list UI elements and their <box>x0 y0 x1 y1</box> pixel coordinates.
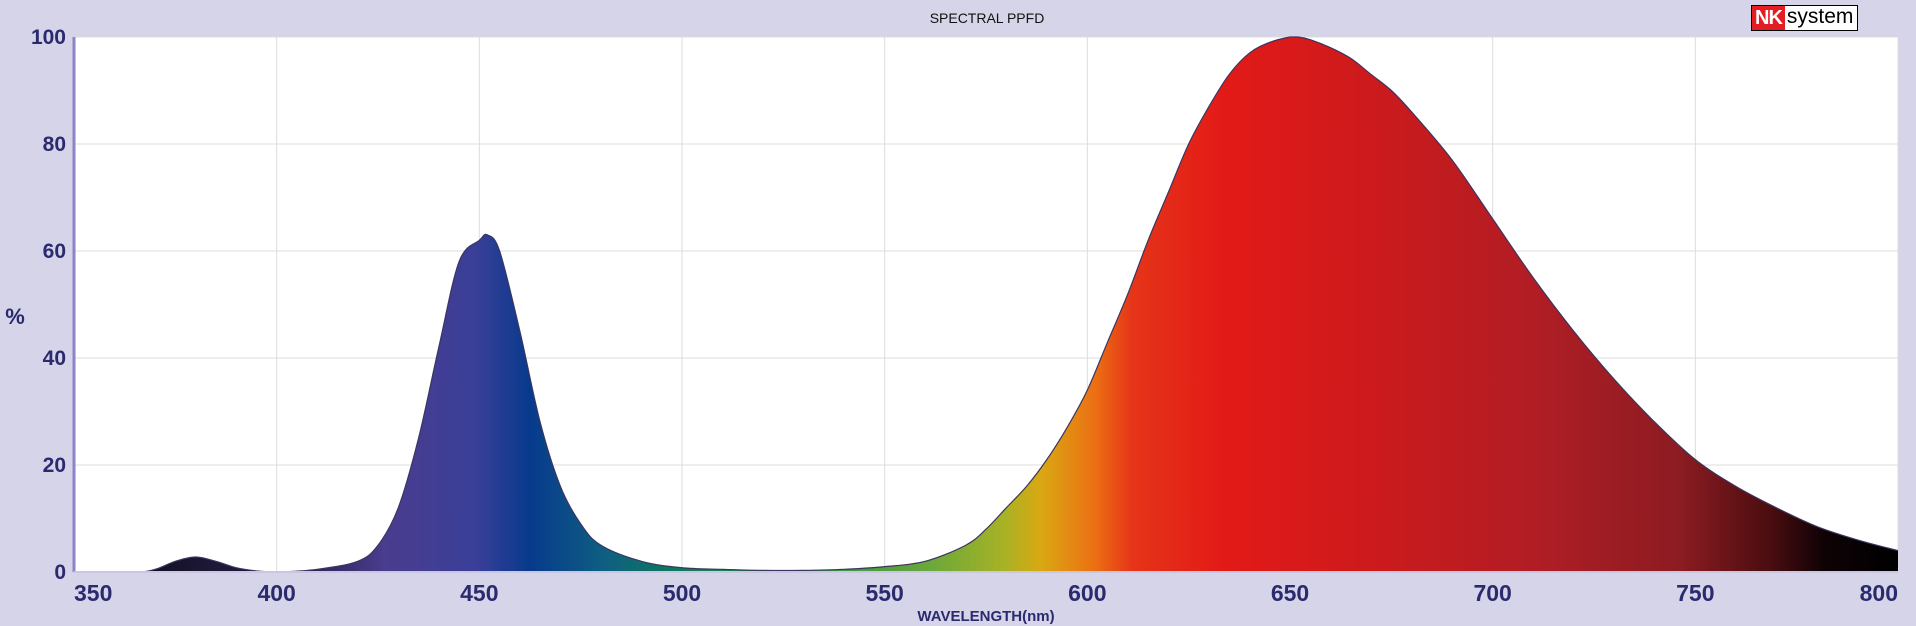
x-tick-labels: 350 400 450 500 550 600 650 700 750 800 <box>74 580 1898 606</box>
y-tick-label: 100 <box>31 26 66 49</box>
x-tick-label: 700 <box>1473 580 1511 606</box>
x-tick-label: 550 <box>865 580 903 606</box>
x-tick-label: 400 <box>257 580 295 606</box>
chart-title: SPECTRAL PPFD <box>930 10 1045 26</box>
y-tick-label: 60 <box>43 240 66 263</box>
x-tick-label: 600 <box>1068 580 1106 606</box>
x-tick-label: 350 <box>74 580 112 606</box>
y-axis-label: % <box>5 304 25 329</box>
x-axis-label: WAVELENGTH(nm) <box>917 608 1054 625</box>
y-tick-label: 20 <box>43 454 66 477</box>
logo-nk-text: NK <box>1752 6 1785 30</box>
x-tick-label: 800 <box>1860 580 1898 606</box>
y-tick-label: 80 <box>43 133 66 156</box>
x-tick-label: 450 <box>460 580 498 606</box>
x-tick-label: 500 <box>663 580 701 606</box>
spectrum-area <box>74 37 1898 572</box>
y-tick-label: 0 <box>54 561 66 584</box>
y-tick-labels: 0 20 40 60 80 100 <box>31 26 66 584</box>
logo-system-text: system <box>1786 5 1854 28</box>
x-tick-label: 750 <box>1676 580 1714 606</box>
x-tick-label: 650 <box>1271 580 1309 606</box>
nk-system-logo: NK system <box>1751 5 1859 31</box>
y-tick-label: 40 <box>43 347 66 370</box>
spectrum-outline <box>73 36 1899 573</box>
